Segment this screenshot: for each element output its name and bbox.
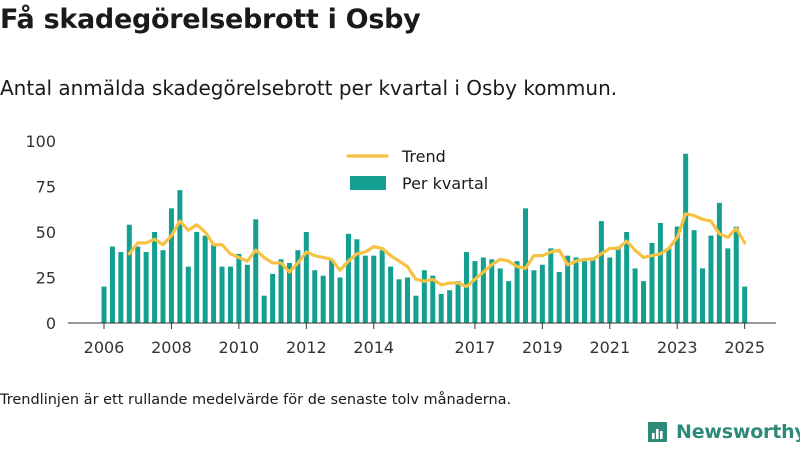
bar-2021Q2 — [616, 247, 621, 323]
bar-2008Q4 — [194, 232, 199, 323]
legend: Trend Per kvartal — [338, 138, 504, 200]
bar-2020Q4 — [599, 221, 604, 323]
bar-2022Q3 — [658, 223, 663, 323]
legend-bar-swatch — [350, 176, 386, 190]
bar-2012Q2 — [312, 270, 317, 323]
x-tick-label: 2008 — [151, 338, 192, 357]
y-tick-label: 25 — [36, 269, 56, 288]
bar-2017Q2 — [481, 257, 486, 323]
bar-2007Q1 — [135, 247, 140, 323]
bar-2014Q1 — [371, 256, 376, 323]
x-axis: 2006 2008 2010 2012 2014 2017 2019 2021 2023 2025 — [68, 323, 776, 357]
bar-2021Q3 — [624, 232, 629, 323]
bar-2023Q3 — [692, 230, 697, 323]
x-tick-label: 2021 — [589, 338, 630, 357]
bar-2019Q1 — [540, 265, 545, 323]
bar-2010Q4 — [262, 296, 267, 323]
bar-2013Q4 — [363, 256, 368, 323]
x-tick-label: 2023 — [657, 338, 698, 357]
bar-2024Q1 — [708, 236, 713, 323]
bar-2015Q2 — [413, 296, 418, 323]
x-tick-label: 2017 — [455, 338, 496, 357]
y-tick-label: 50 — [36, 223, 56, 242]
bar-2017Q3 — [489, 259, 494, 323]
bar-2012Q1 — [304, 232, 309, 323]
brand-name: Newsworthy — [676, 421, 800, 443]
bar-2011Q2 — [279, 259, 284, 323]
bar-2007Q3 — [152, 232, 157, 323]
y-tick-label: 0 — [46, 314, 56, 333]
bar-2025Q1 — [742, 287, 747, 323]
bar-2024Q4 — [734, 227, 739, 323]
bar-2013Q2 — [346, 234, 351, 323]
bar-2024Q2 — [717, 203, 722, 323]
bar-2015Q3 — [422, 270, 427, 323]
bar-2011Q1 — [270, 274, 275, 323]
bar-2007Q2 — [144, 252, 149, 323]
bar-2007Q4 — [161, 250, 166, 323]
bar-2017Q1 — [472, 261, 477, 323]
bar-2018Q2 — [515, 261, 520, 323]
bar-2008Q1 — [169, 208, 174, 323]
bar-2018Q4 — [531, 270, 536, 323]
bar-2014Q2 — [380, 250, 385, 323]
bar-2006Q4 — [127, 225, 132, 323]
x-tick-label: 2006 — [84, 338, 125, 357]
bar-2024Q3 — [725, 248, 730, 323]
footnote: Trendlinjen är ett rullande medelvärde f… — [0, 392, 511, 408]
newsworthy-logo[interactable]: Newsworthy — [645, 420, 800, 444]
bar-2014Q4 — [397, 279, 402, 323]
bar-2016Q3 — [456, 281, 461, 323]
bar-2009Q1 — [203, 236, 208, 323]
bar-2012Q4 — [329, 259, 334, 323]
bar-2023Q4 — [700, 268, 705, 323]
bar-2016Q1 — [439, 294, 444, 323]
bar-2020Q1 — [574, 257, 579, 323]
bar-2006Q2 — [110, 247, 115, 323]
bar-2013Q1 — [338, 278, 343, 324]
bar-2015Q1 — [405, 278, 410, 324]
bar-2008Q2 — [177, 190, 182, 323]
bar-2012Q3 — [321, 276, 326, 323]
bar-2020Q3 — [590, 257, 595, 323]
y-tick-label: 100 — [25, 132, 56, 151]
y-axis: 0 25 50 75 100 — [25, 132, 56, 333]
bar-2020Q2 — [582, 261, 587, 323]
bar-2010Q2 — [245, 265, 250, 323]
bar-2009Q4 — [228, 267, 233, 323]
bar-2008Q3 — [186, 267, 191, 323]
bar-2015Q4 — [430, 276, 435, 323]
bar-2009Q2 — [211, 245, 216, 323]
x-tick-label: 2010 — [219, 338, 260, 357]
x-tick-label: 2019 — [522, 338, 563, 357]
quarterly-bar-chart: 0255075100 2006 2008 2010 2012 2014 2017 2019 2… — [0, 0, 800, 450]
x-tick-label: 2014 — [353, 338, 394, 357]
y-tick-label: 75 — [36, 178, 56, 197]
bar-2023Q2 — [683, 154, 688, 323]
legend-label-trend: Trend — [401, 147, 446, 166]
bar-2009Q3 — [220, 267, 225, 323]
legend-label-per-kvartal: Per kvartal — [402, 174, 488, 193]
x-tick-label: 2025 — [724, 338, 765, 357]
bar-2021Q4 — [633, 268, 638, 323]
bar-2010Q3 — [253, 219, 258, 323]
x-tick-label: 2012 — [286, 338, 327, 357]
bar-2019Q3 — [557, 272, 562, 323]
bar-2006Q3 — [118, 252, 123, 323]
bar-2021Q1 — [607, 257, 612, 323]
bar-2022Q1 — [641, 281, 646, 323]
bar-2022Q4 — [666, 248, 671, 323]
bar-2018Q1 — [506, 281, 511, 323]
newsworthy-logo-icon — [645, 420, 669, 444]
bar-2017Q4 — [498, 268, 503, 323]
bar-2016Q2 — [447, 290, 452, 323]
bar-2019Q2 — [548, 248, 553, 323]
bar-2006Q1 — [102, 287, 107, 323]
bar-2014Q3 — [388, 267, 393, 323]
bar-2010Q1 — [236, 254, 241, 323]
